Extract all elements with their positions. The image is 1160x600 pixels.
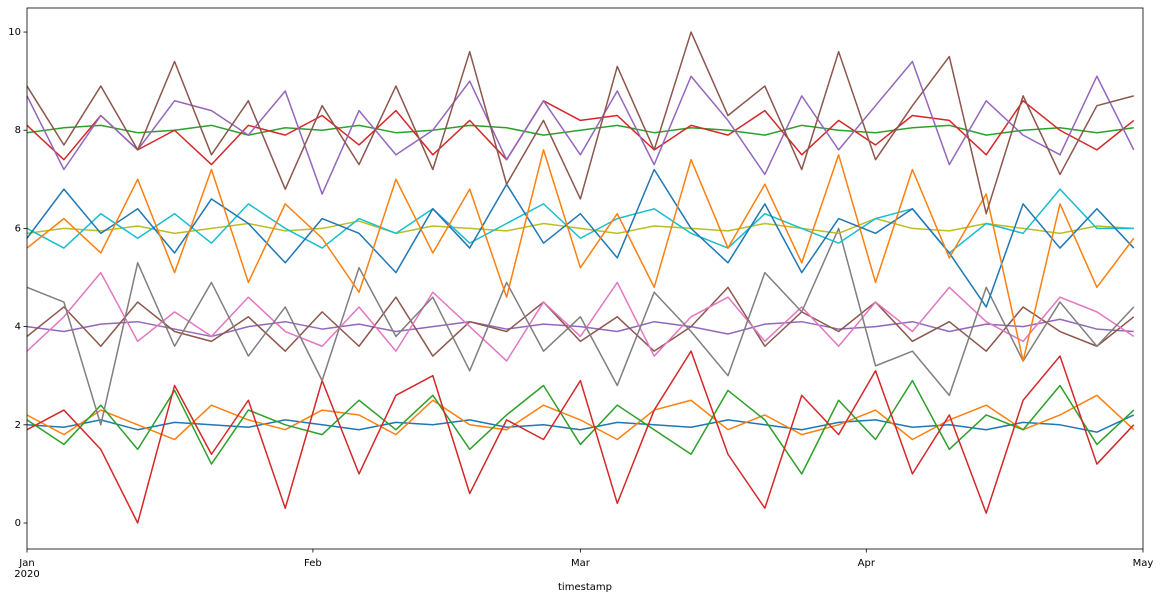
line-series (26, 394, 1135, 441)
line-series (26, 379, 1135, 475)
line-series (26, 100, 1135, 166)
line-series (26, 124, 1134, 136)
plot-frame (26, 7, 1144, 550)
line-series (26, 227, 1135, 426)
y-tick-label: 2 (15, 420, 21, 431)
y-tick-label: 0 (15, 518, 21, 529)
x-tick-label: Mar (571, 558, 591, 569)
line-series (26, 271, 1135, 362)
line-series (26, 217, 1134, 235)
x-tick-label: Feb (304, 558, 322, 569)
line-series (26, 350, 1135, 524)
y-tick-label: 6 (15, 223, 21, 234)
y-tick-label: 8 (15, 125, 21, 136)
line-series (26, 60, 1135, 195)
y-tick-label: 10 (8, 27, 21, 38)
line-series (26, 318, 1134, 338)
x-tick-label: Apr (858, 558, 876, 569)
x-year-label: 2020 (14, 569, 39, 580)
y-tick-label: 4 (15, 322, 21, 333)
x-tick-label: May (1133, 558, 1154, 569)
line-series (26, 286, 1135, 357)
line-series (26, 168, 1135, 308)
x-axis-label: timestamp (558, 582, 612, 593)
line-series (26, 414, 1135, 433)
line-series (26, 31, 1134, 215)
line-series (26, 149, 1135, 362)
x-tick-label: Jan (18, 558, 34, 569)
